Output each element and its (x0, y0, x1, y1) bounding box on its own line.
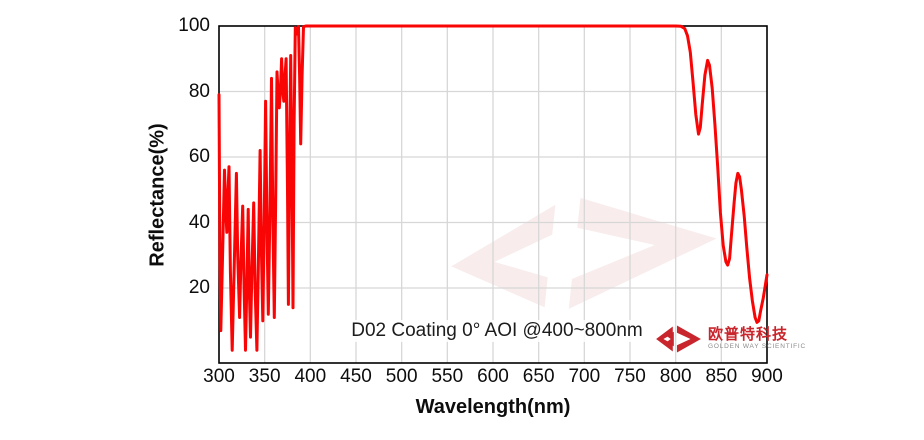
y-tick-label: 80 (188, 80, 210, 102)
x-tick-label: 800 (659, 366, 692, 387)
y-tick-label: 100 (178, 15, 210, 36)
reflectance-curve (217, 24, 769, 352)
x-tick-label: 400 (294, 366, 327, 387)
x-tick-label: 750 (614, 366, 646, 387)
brand-logo-icon (656, 325, 701, 353)
x-axis-title: Wavelength(nm) (415, 396, 571, 418)
y-tick-label: 20 (188, 277, 210, 298)
brand-logo: 欧普特科技 GOLDEN WAY SCIENTIFIC (653, 322, 806, 356)
x-tick-label: 500 (385, 366, 418, 387)
coating-annotation: D02 Coating 0° AOI @400~800nm (347, 320, 647, 342)
x-tick-label: 550 (431, 366, 464, 387)
y-axis-title: Reflectance(%) (146, 123, 169, 267)
brand-name-en: GOLDEN WAY SCIENTIFIC (708, 342, 806, 350)
x-tick-label: 450 (340, 366, 372, 387)
x-tick-label: 350 (248, 366, 281, 387)
x-tick-label: 300 (203, 366, 235, 387)
x-tick-label: 900 (751, 366, 783, 387)
y-tick-label: 40 (188, 211, 210, 233)
brand-name-cn: 欧普特科技 (708, 326, 789, 344)
x-tick-label: 600 (477, 366, 509, 387)
x-tick-label: 850 (705, 366, 738, 387)
x-tick-label: 650 (522, 366, 555, 387)
watermark-logo-icon (451, 197, 717, 309)
x-tick-label: 700 (568, 366, 601, 387)
y-tick-label: 60 (188, 146, 210, 167)
